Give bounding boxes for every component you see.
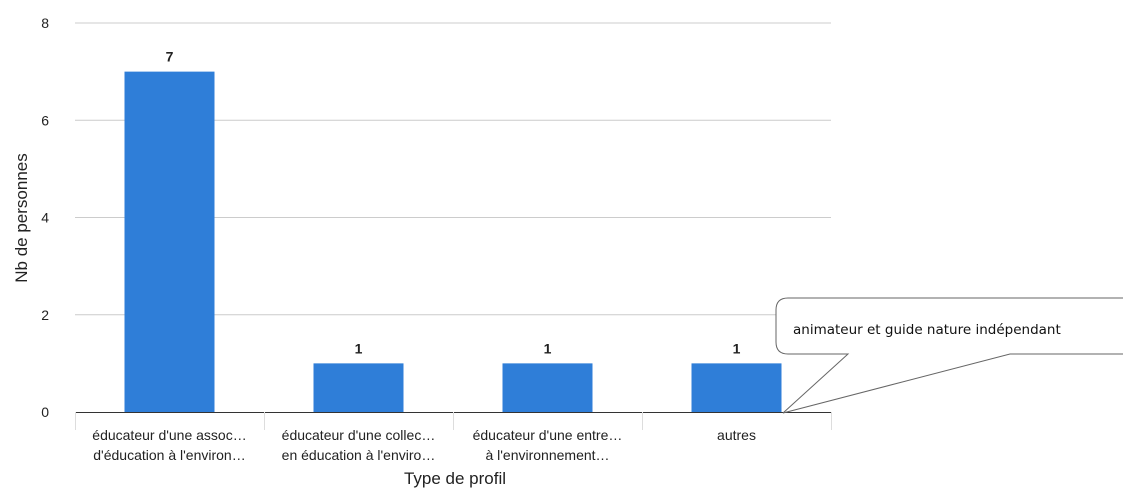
y-tick-label: 0 [41,404,49,420]
x-axis-categories: éducateur d'une assoc… d'éducation à l'en… [92,427,756,463]
bar [691,363,782,412]
y-tick-label: 2 [41,307,49,323]
y-axis-ticks: 0 2 4 6 8 [41,15,49,420]
x-tick-label: éducateur d'une collec… en éducation à l'… [282,427,436,463]
y-tick-label: 8 [41,15,49,31]
data-label: 1 [355,340,363,356]
annotation-callout: animateur et guide nature indépendant [775,297,1123,414]
data-label: 1 [733,340,741,356]
data-label: 7 [166,49,174,65]
x-tick-label: autres [717,427,756,443]
y-tick-label: 4 [41,210,49,226]
y-tick-label: 6 [41,112,49,128]
bar [313,363,404,412]
callout-text: animateur et guide nature indépendant [793,322,1061,338]
data-label: 1 [544,340,552,356]
x-axis [75,412,832,430]
y-axis-title: Nb de personnes [12,153,31,282]
bar [124,71,215,412]
callout-bubble [775,297,1123,414]
data-labels: 7 1 1 1 [166,49,741,357]
x-tick-label: éducateur d'une assoc… d'éducation à l'en… [92,427,246,463]
bars [124,71,782,412]
x-tick-label: éducateur d'une entre… à l'environnement… [473,427,623,463]
x-axis-title: Type de profil [404,469,506,488]
bar [502,363,593,412]
